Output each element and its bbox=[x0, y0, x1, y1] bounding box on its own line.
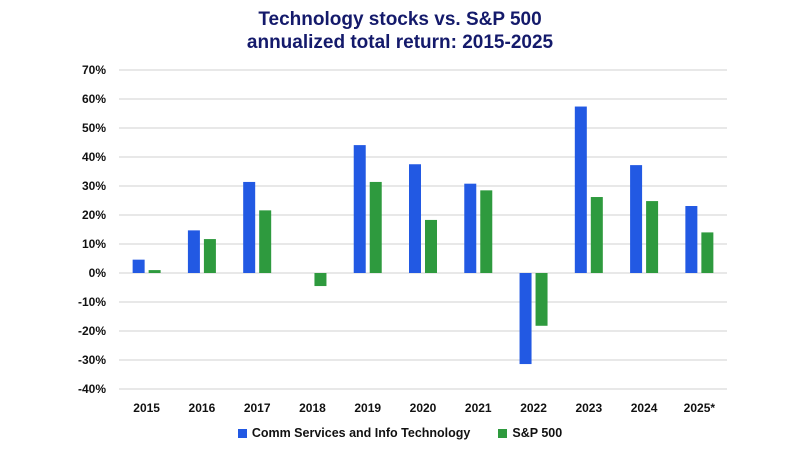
x-tick-label: 2020 bbox=[410, 401, 437, 415]
legend-swatch-sp500 bbox=[498, 428, 508, 438]
x-tick-label: 2021 bbox=[465, 401, 492, 415]
y-tick-label: -10% bbox=[78, 295, 106, 309]
subtitle-line: annualized total return: 2015-2025 bbox=[246, 32, 554, 53]
x-tick-label: 2025* bbox=[684, 401, 716, 415]
x-tick-label: 2023 bbox=[575, 401, 602, 415]
legend-swatch-tech bbox=[237, 428, 247, 438]
y-tick-label: 40% bbox=[82, 150, 106, 164]
x-tick-label: 2017 bbox=[244, 401, 271, 415]
legend-item-tech: Comm Services and Info Technology bbox=[237, 426, 471, 440]
bar-sp500 bbox=[314, 273, 327, 287]
x-tick-label: 2018 bbox=[299, 401, 326, 415]
y-tick-label: 10% bbox=[82, 237, 106, 251]
bar-sp500 bbox=[203, 239, 216, 273]
legend: Comm Services and Info Technology S&P 50… bbox=[0, 426, 800, 440]
title-line: Technology stocks vs. S&P 500 bbox=[258, 9, 542, 30]
x-tick-label: 2016 bbox=[189, 401, 216, 415]
bar-sp500 bbox=[535, 273, 548, 326]
bar-tech bbox=[409, 164, 421, 273]
y-tick-label: 0% bbox=[89, 266, 107, 280]
bar-sp500 bbox=[646, 201, 659, 273]
bar-sp500 bbox=[701, 232, 714, 273]
legend-label-sp500: S&P 500 bbox=[512, 426, 563, 440]
bar-tech bbox=[685, 206, 698, 273]
x-tick-label: 2024 bbox=[631, 401, 658, 415]
bar-tech bbox=[464, 183, 477, 273]
bar-tech bbox=[132, 259, 145, 273]
bar-sp500 bbox=[425, 219, 437, 273]
x-tick-label: 2022 bbox=[520, 401, 547, 415]
bar-sp500 bbox=[369, 181, 382, 273]
y-tick-label: 20% bbox=[82, 208, 106, 222]
y-tick-label: 70% bbox=[82, 63, 106, 77]
bar-tech bbox=[519, 273, 532, 365]
y-tick-label: 60% bbox=[82, 92, 106, 106]
bar-tech bbox=[630, 165, 643, 273]
x-tick-label: 2019 bbox=[354, 401, 381, 415]
bar-sp500 bbox=[259, 210, 272, 273]
y-tick-label: 30% bbox=[82, 179, 106, 193]
bar-tech bbox=[574, 106, 587, 273]
bar-tech bbox=[353, 145, 366, 273]
bar-sp500 bbox=[148, 270, 161, 273]
bar-sp500 bbox=[480, 190, 493, 273]
legend-label-tech: Comm Services and Info Technology bbox=[251, 426, 471, 440]
bar-tech bbox=[243, 181, 256, 273]
y-tick-label: 50% bbox=[82, 121, 106, 135]
chart-title: Technology stocks vs. S&P 500 annualized… bbox=[0, 8, 800, 54]
y-tick-label: -30% bbox=[78, 353, 106, 367]
bar-tech bbox=[187, 230, 200, 273]
bar-sp500 bbox=[590, 197, 603, 273]
y-tick-label: -40% bbox=[78, 382, 106, 396]
x-tick-label: 2015 bbox=[133, 401, 160, 415]
legend-item-sp500: S&P 500 bbox=[498, 426, 562, 440]
y-tick-label: -20% bbox=[78, 324, 106, 338]
